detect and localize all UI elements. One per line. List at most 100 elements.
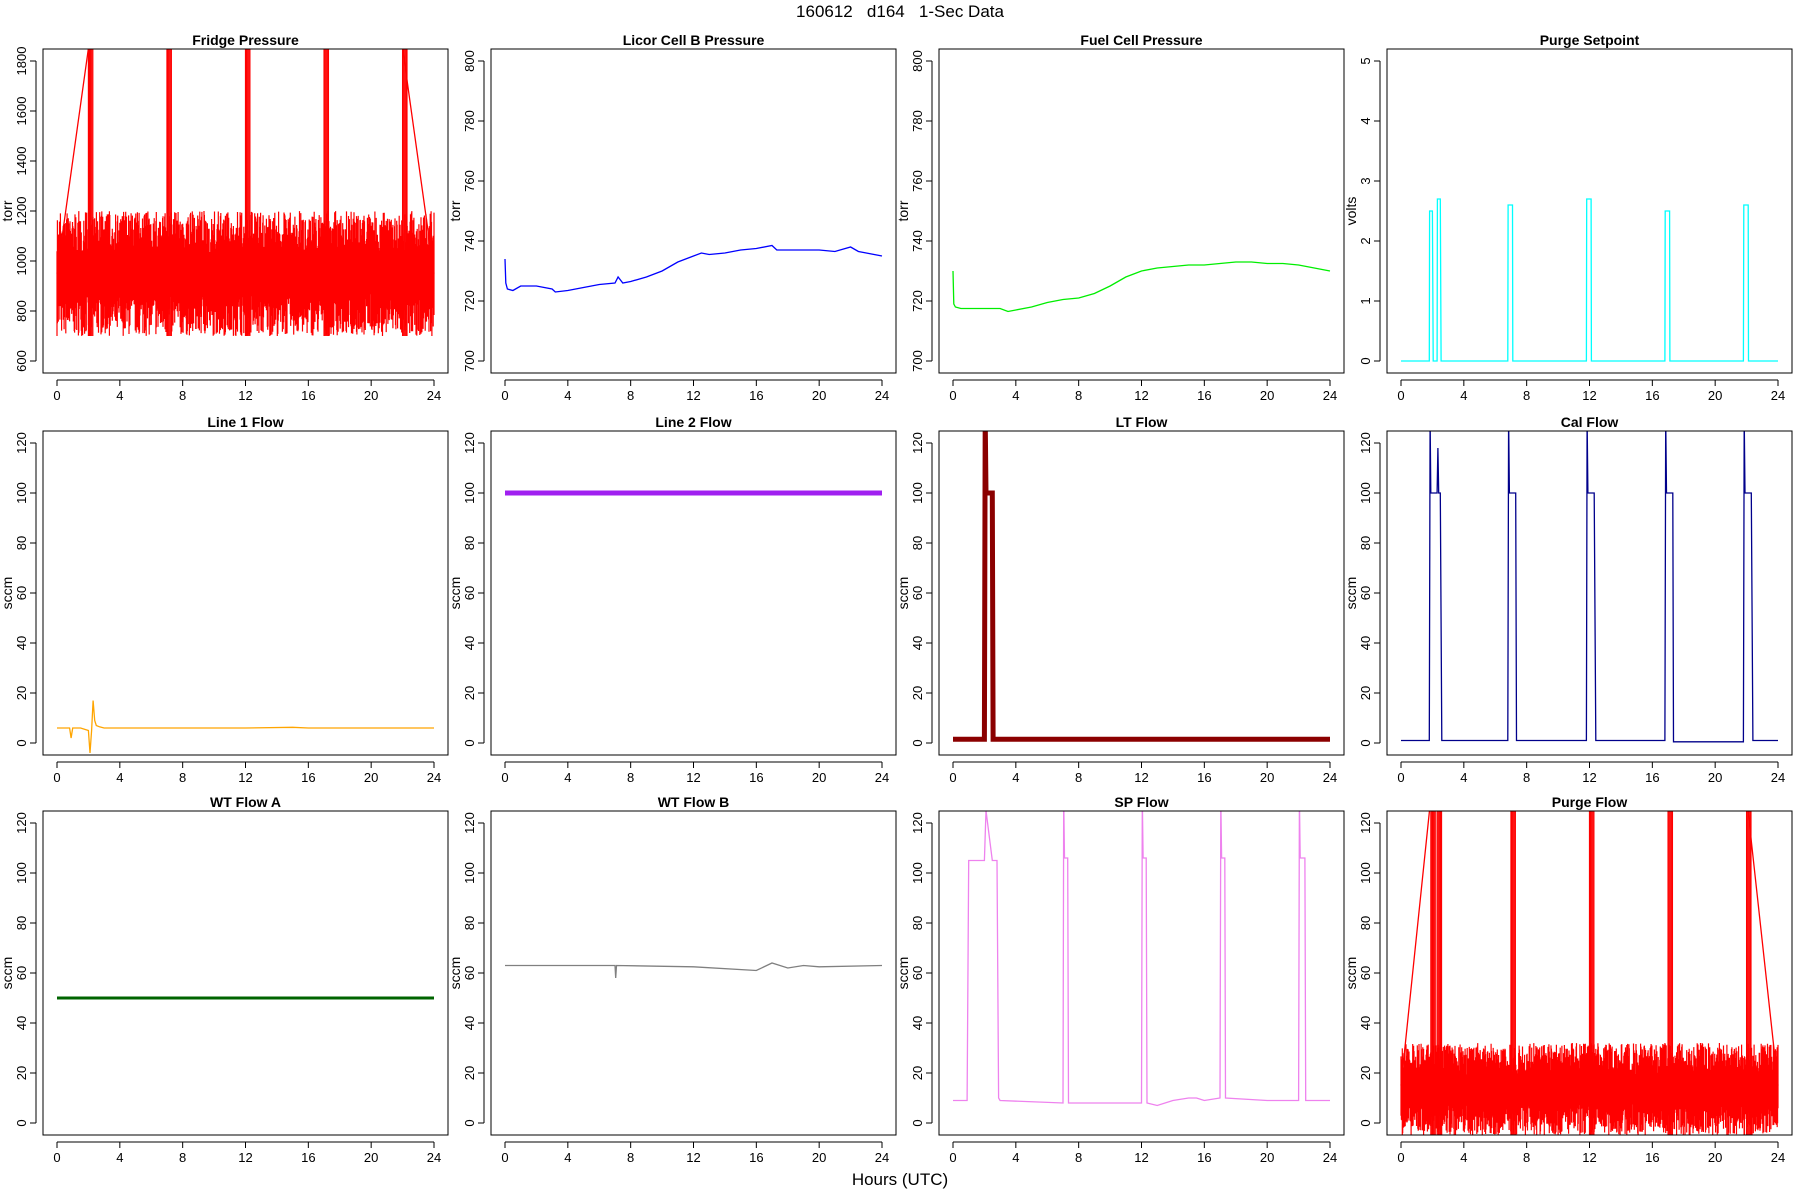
y-tick-label: 100 bbox=[910, 862, 925, 884]
series-line bbox=[504, 244, 883, 293]
plot-area bbox=[1401, 431, 1778, 743]
x-tick-label: 0 bbox=[949, 770, 956, 785]
panel-title: Licor Cell B Pressure bbox=[623, 32, 765, 48]
y-tick-label: 40 bbox=[1358, 636, 1373, 650]
x-tick-label: 4 bbox=[1460, 388, 1467, 403]
panel-title: Cal Flow bbox=[1561, 414, 1619, 430]
x-tick-label: 24 bbox=[427, 1150, 441, 1165]
y-tick-label: 0 bbox=[462, 1119, 477, 1126]
y-axis-label: torr bbox=[447, 200, 463, 221]
x-tick-label: 16 bbox=[1645, 770, 1659, 785]
y-tick-label: 760 bbox=[910, 170, 925, 192]
x-tick-label: 20 bbox=[812, 1150, 826, 1165]
y-tick-label: 20 bbox=[910, 1066, 925, 1080]
y-axis-label: torr bbox=[895, 200, 911, 221]
x-tick-label: 12 bbox=[1134, 1150, 1148, 1165]
x-tick-label: 16 bbox=[749, 770, 763, 785]
y-tick-label: 0 bbox=[910, 1119, 925, 1126]
plot-frame bbox=[938, 48, 1345, 374]
y-tick-label: 80 bbox=[14, 536, 29, 550]
y-tick-label: 120 bbox=[14, 812, 29, 834]
y-tick-label: 60 bbox=[14, 966, 29, 980]
panel-title: LT Flow bbox=[1116, 414, 1168, 430]
x-tick-label: 16 bbox=[1197, 1150, 1211, 1165]
x-tick-label: 4 bbox=[564, 1150, 571, 1165]
chart-panel-6: Line 2 Flow sccm 0 4 8 12 16 20 24 0 20 40 60 80 100 12… bbox=[447, 414, 897, 785]
panel-title: WT Flow A bbox=[210, 794, 281, 810]
plot-area bbox=[56, 49, 435, 336]
y-tick-label: 60 bbox=[1358, 966, 1373, 980]
x-tick-label: 24 bbox=[1323, 1150, 1337, 1165]
x-tick-label: 24 bbox=[427, 770, 441, 785]
plot-frame bbox=[1386, 48, 1793, 374]
x-tick-label: 4 bbox=[116, 388, 123, 403]
y-tick-label: 100 bbox=[14, 862, 29, 884]
x-tick-label: 24 bbox=[1323, 388, 1337, 403]
y-tick-label: 600 bbox=[14, 350, 29, 372]
y-tick-label: 5 bbox=[1358, 57, 1373, 64]
y-tick-label: 60 bbox=[1358, 586, 1373, 600]
y-tick-label: 60 bbox=[910, 966, 925, 980]
x-tick-label: 8 bbox=[627, 1150, 634, 1165]
chart-panel-5: Line 1 Flow sccm 0 4 8 12 16 20 24 0 20 40 60 80 100 12… bbox=[0, 414, 449, 785]
panel-title: Line 1 Flow bbox=[207, 414, 283, 430]
x-tick-label: 20 bbox=[1708, 1150, 1722, 1165]
x-tick-label: 16 bbox=[749, 1150, 763, 1165]
y-axis-label: sccm bbox=[895, 957, 911, 990]
x-tick-label: 24 bbox=[1771, 1150, 1785, 1165]
y-tick-label: 1800 bbox=[14, 47, 29, 76]
x-tick-label: 0 bbox=[501, 1150, 508, 1165]
y-tick-label: 60 bbox=[910, 586, 925, 600]
y-tick-label: 0 bbox=[1358, 1119, 1373, 1126]
y-tick-label: 780 bbox=[910, 110, 925, 132]
plot-frame bbox=[490, 430, 897, 756]
x-tick-label: 20 bbox=[812, 770, 826, 785]
x-tick-label: 16 bbox=[749, 388, 763, 403]
chart-panel-2: Licor Cell B Pressure torr 0 4 8 12 16 20 24 700 7… bbox=[447, 32, 897, 403]
x-tick-label: 16 bbox=[301, 770, 315, 785]
y-tick-label: 120 bbox=[462, 812, 477, 834]
x-tick-label: 8 bbox=[179, 1150, 186, 1165]
x-tick-label: 8 bbox=[1523, 770, 1530, 785]
x-tick-label: 0 bbox=[1397, 1150, 1404, 1165]
y-tick-label: 780 bbox=[462, 110, 477, 132]
panel-title: Fridge Pressure bbox=[192, 32, 299, 48]
y-tick-label: 80 bbox=[1358, 916, 1373, 930]
y-tick-label: 1200 bbox=[14, 197, 29, 226]
x-tick-label: 20 bbox=[1708, 770, 1722, 785]
plot-frame bbox=[938, 430, 1345, 756]
x-tick-label: 20 bbox=[364, 388, 378, 403]
y-tick-label: 40 bbox=[910, 1016, 925, 1030]
y-tick-label: 100 bbox=[910, 482, 925, 504]
x-tick-label: 16 bbox=[1645, 1150, 1659, 1165]
x-tick-label: 12 bbox=[686, 388, 700, 403]
chart-panel-7: LT Flow sccm 0 4 8 12 16 20 24 0 20 40 60 80 100 120 bbox=[895, 414, 1345, 785]
x-tick-label: 4 bbox=[116, 770, 123, 785]
x-tick-label: 20 bbox=[1708, 388, 1722, 403]
y-tick-label: 720 bbox=[462, 290, 477, 312]
chart-panel-8: Cal Flow sccm 0 4 8 12 16 20 24 0 20 40 60 80 100 120 bbox=[1343, 414, 1793, 785]
x-tick-label: 16 bbox=[301, 1150, 315, 1165]
x-tick-label: 0 bbox=[53, 388, 60, 403]
chart-panel-11: SP Flow sccm 0 4 8 12 16 20 24 0 20 40 60 80 100 120 bbox=[895, 794, 1345, 1165]
y-tick-label: 0 bbox=[462, 739, 477, 746]
y-tick-label: 120 bbox=[1358, 812, 1373, 834]
x-tick-label: 12 bbox=[1582, 1150, 1596, 1165]
x-tick-label: 24 bbox=[1771, 770, 1785, 785]
y-tick-label: 80 bbox=[910, 916, 925, 930]
chart-panel-3: Fuel Cell Pressure torr 0 4 8 12 16 20 24 700 720 7… bbox=[895, 32, 1345, 403]
y-tick-label: 80 bbox=[14, 916, 29, 930]
y-tick-label: 20 bbox=[14, 686, 29, 700]
plot-area bbox=[1401, 198, 1778, 362]
x-tick-label: 12 bbox=[1582, 388, 1596, 403]
y-axis-label: sccm bbox=[1343, 577, 1359, 610]
y-tick-label: 80 bbox=[1358, 536, 1373, 550]
y-tick-label: 60 bbox=[462, 966, 477, 980]
plot-frame bbox=[42, 48, 449, 374]
y-tick-label: 40 bbox=[14, 636, 29, 650]
x-tick-label: 20 bbox=[364, 1150, 378, 1165]
y-tick-label: 20 bbox=[1358, 1066, 1373, 1080]
plot-frame bbox=[1386, 430, 1793, 756]
